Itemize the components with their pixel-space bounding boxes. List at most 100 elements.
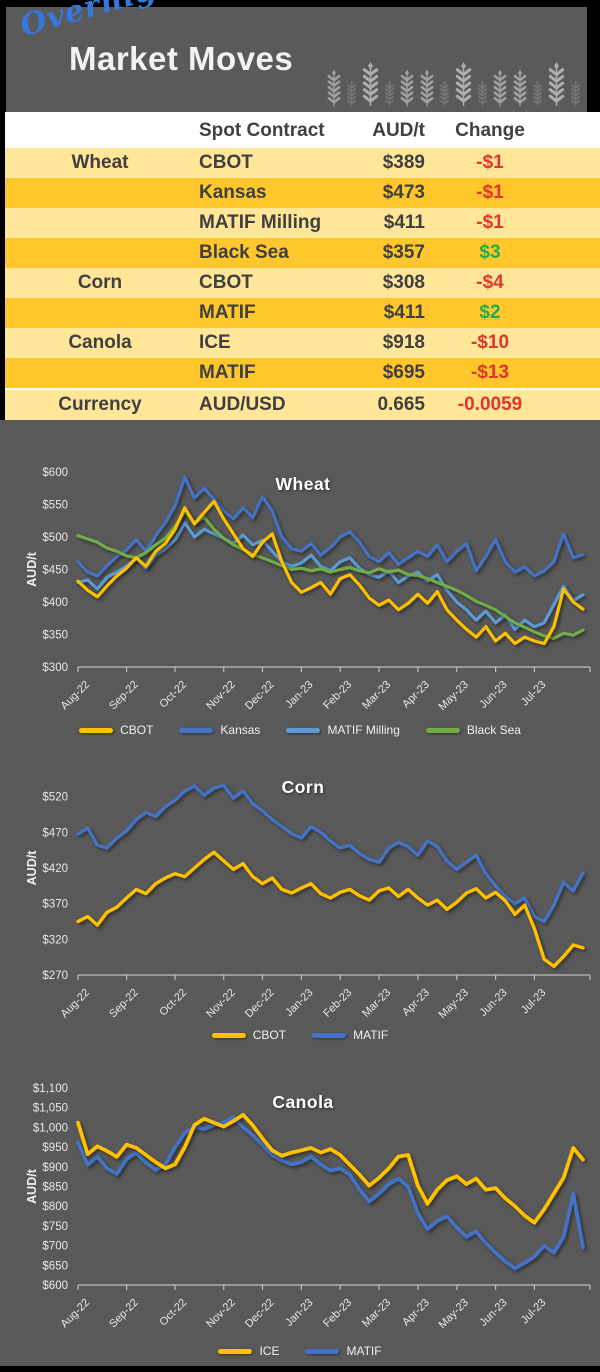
y-tick-label: $270 bbox=[42, 970, 68, 982]
series-cbot bbox=[76, 850, 585, 969]
legend-item: MATIF bbox=[312, 1028, 388, 1042]
contract-label: CBOT bbox=[199, 152, 253, 173]
table-row: Corn CBOT $308 -$4 bbox=[5, 268, 600, 298]
y-axis-label: AUD/t bbox=[25, 551, 39, 587]
col-header-change: Change bbox=[455, 120, 525, 141]
change-value: -$1 bbox=[476, 212, 504, 233]
change-value: -$13 bbox=[470, 362, 510, 383]
wheat-icon bbox=[419, 69, 435, 107]
y-tick-label: $450 bbox=[42, 565, 68, 577]
price-value: $389 bbox=[382, 152, 425, 173]
table-row: MATIF Milling $411 -$1 bbox=[5, 208, 600, 238]
legend-swatch bbox=[305, 1348, 340, 1354]
y-tick-label: $650 bbox=[42, 1260, 68, 1272]
legend-label: Black Sea bbox=[466, 723, 521, 737]
legend-swatch bbox=[179, 727, 214, 733]
legend-label: MATIF bbox=[353, 1028, 389, 1042]
y-tick-label: $750 bbox=[42, 1221, 68, 1233]
y-tick-label: $1,100 bbox=[33, 1083, 68, 1095]
x-tick-label: Jul-23 bbox=[519, 679, 549, 709]
x-tick-label: Aug-22 bbox=[59, 987, 93, 1020]
y-tick-label: $1,000 bbox=[33, 1122, 68, 1134]
corn-chart: $270 $320 $370 $420 $470 $520 AUD/t Aug-22 Sep-2… bbox=[0, 745, 600, 1050]
x-tick-label: Nov-22 bbox=[204, 1297, 238, 1331]
wheat-icon bbox=[477, 80, 488, 107]
price-value: $308 bbox=[382, 272, 425, 293]
page-title: Market Moves bbox=[69, 40, 294, 77]
commodity-label bbox=[5, 178, 195, 208]
x-tick-label: Oct-22 bbox=[157, 1297, 189, 1329]
commodity-label: Corn bbox=[77, 272, 123, 293]
legend-label: ICE bbox=[259, 1344, 280, 1358]
price-value: $411 bbox=[383, 302, 425, 323]
legend-label: CBOT bbox=[252, 1028, 287, 1042]
y-tick-label: $350 bbox=[42, 630, 68, 642]
wheat-icon-row bbox=[326, 61, 581, 107]
legend-swatch bbox=[79, 727, 114, 733]
change-value: -$10 bbox=[470, 332, 510, 353]
x-tick-label: Sep-22 bbox=[107, 679, 141, 713]
legend-swatch bbox=[218, 1348, 253, 1354]
table-body: Wheat CBOT $389 -$1 Kansas $473 -$1 MATI… bbox=[5, 148, 600, 420]
legend-item: Kansas bbox=[179, 723, 260, 737]
table-row: Canola ICE $918 -$10 bbox=[5, 328, 600, 358]
x-tick-label: May-23 bbox=[436, 987, 470, 1020]
legend-swatch bbox=[286, 727, 321, 733]
canola-chart: $600 $650 $700 $750 $800 $850 $900 $950 $1,000 $1… bbox=[0, 1050, 600, 1366]
y-tick-label: $500 bbox=[42, 532, 68, 544]
x-tick-label: Mar-23 bbox=[360, 987, 393, 1020]
x-tick-label: Feb-23 bbox=[321, 987, 354, 1020]
change-value: -$1 bbox=[476, 182, 504, 203]
wheat-chart: $300 $350 $400 $450 $500 $550 $600 AUD/t Aug-22 S… bbox=[0, 420, 600, 745]
table-row: MATIF $411 $2 bbox=[5, 298, 600, 328]
change-value: $2 bbox=[479, 302, 501, 323]
overnight-script-word: Overnight bbox=[16, 0, 197, 45]
x-tick-label: Jul-23 bbox=[519, 1297, 549, 1327]
commodity-label bbox=[5, 208, 195, 238]
table-header-row: Spot Contract AUD/t Change bbox=[5, 116, 600, 146]
wheat-icon bbox=[532, 80, 543, 107]
legend-label: Kansas bbox=[220, 723, 261, 737]
table-row: Currency AUD/USD 0.665 -0.0059 bbox=[5, 390, 600, 420]
legend-item: ICE bbox=[218, 1344, 279, 1358]
chart-title: Wheat bbox=[276, 474, 331, 494]
x-tick-label: Nov-22 bbox=[204, 679, 238, 713]
y-tick-label: $600 bbox=[42, 1280, 68, 1292]
x-tick-label: Apr-23 bbox=[400, 987, 432, 1019]
contract-label: AUD/USD bbox=[199, 394, 286, 415]
x-tick-label: Jul-23 bbox=[519, 987, 549, 1017]
wheat-icon bbox=[326, 69, 342, 107]
market-table: Spot Contract AUD/t Change Wheat CBOT $3… bbox=[5, 112, 600, 420]
col-header-spot-contract: Spot Contract bbox=[199, 120, 325, 141]
x-tick-label: Dec-22 bbox=[243, 679, 277, 713]
y-tick-label: $400 bbox=[42, 597, 68, 609]
table-row: MATIF $695 -$13 bbox=[5, 358, 600, 388]
change-value: -$4 bbox=[476, 272, 504, 293]
y-tick-label: $320 bbox=[42, 934, 68, 946]
x-tick-label: Aug-22 bbox=[59, 1297, 93, 1331]
legend-label: CBOT bbox=[120, 723, 154, 737]
price-value: $357 bbox=[382, 242, 425, 263]
x-tick-label: Feb-23 bbox=[321, 679, 354, 712]
series-matif bbox=[76, 783, 585, 924]
price-value: $918 bbox=[382, 332, 425, 353]
table-row: Wheat CBOT $389 -$1 bbox=[5, 148, 600, 178]
x-tick-label: Apr-23 bbox=[400, 1297, 432, 1329]
x-tick-label: May-23 bbox=[436, 1297, 470, 1331]
series-ice bbox=[76, 1112, 585, 1225]
y-axis-label: AUD/t bbox=[25, 850, 39, 886]
y-axis-label: AUD/t bbox=[25, 1168, 39, 1204]
commodity-label: Currency bbox=[58, 394, 142, 415]
x-tick-label: Dec-22 bbox=[243, 987, 277, 1020]
x-tick-label: Jun-23 bbox=[477, 679, 509, 711]
commodity-label bbox=[5, 238, 195, 268]
contract-label: MATIF bbox=[199, 302, 256, 323]
x-tick-label: Mar-23 bbox=[360, 1297, 393, 1330]
series-kansas bbox=[76, 475, 585, 578]
chart-title: Canola bbox=[272, 1092, 333, 1112]
commodity-label: Wheat bbox=[71, 152, 129, 173]
table-row: Kansas $473 -$1 bbox=[5, 178, 600, 208]
contract-label: MATIF bbox=[199, 362, 256, 383]
wheat-icon bbox=[547, 61, 566, 107]
